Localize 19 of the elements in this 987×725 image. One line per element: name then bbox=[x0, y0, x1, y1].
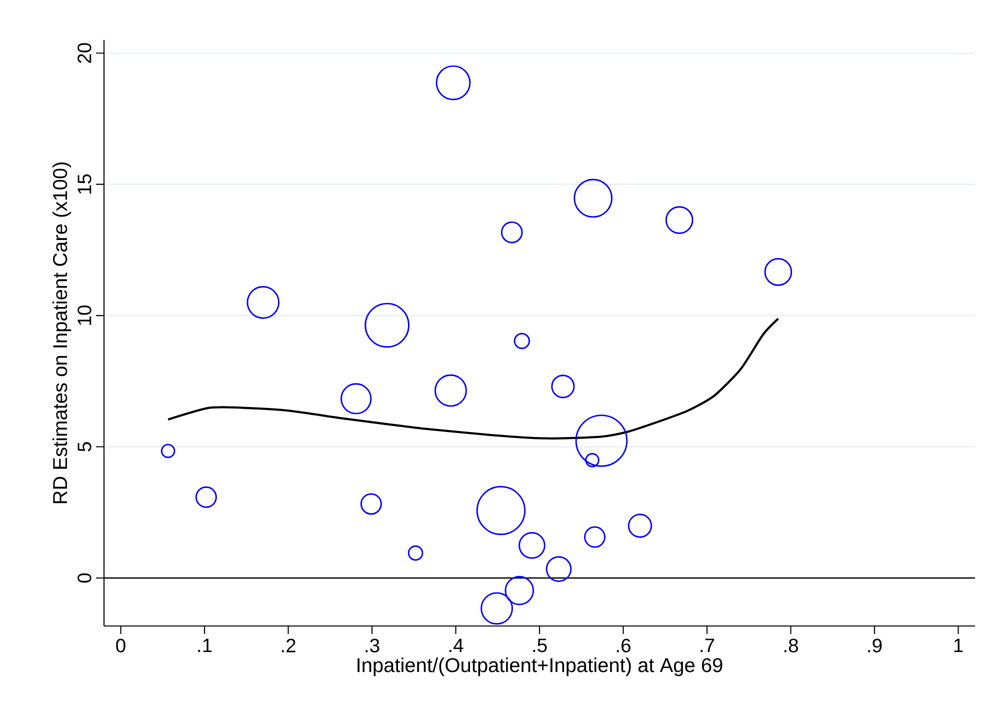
x-tick-label: .3 bbox=[366, 638, 380, 652]
x-tick-label: .4 bbox=[449, 638, 464, 652]
line-series bbox=[167, 318, 780, 440]
y-tick-label: 0 bbox=[78, 573, 92, 583]
x-tick-label: .2 bbox=[282, 638, 296, 652]
x-tick-label: .1 bbox=[198, 638, 212, 652]
x-tick-label: .7 bbox=[700, 638, 714, 652]
x-tick-label: 1 bbox=[954, 638, 963, 652]
x-tick-label: .6 bbox=[616, 638, 630, 652]
x-tick-label: .9 bbox=[868, 638, 882, 652]
x-tick-label: .8 bbox=[784, 638, 798, 652]
x-tick-label: 0 bbox=[116, 638, 126, 652]
y-tick-label: 5 bbox=[78, 442, 92, 452]
x-tick-label: .5 bbox=[533, 638, 547, 652]
y-tick-label: 20 bbox=[78, 43, 92, 63]
y-tick-label: 15 bbox=[78, 174, 92, 194]
y-axis-title: RD Estimates on Inpatient Care (x100) bbox=[52, 162, 72, 504]
y-tick-label: 10 bbox=[78, 306, 92, 325]
x-axis-title: Inpatient/(Outpatient+Inpatient) at Age 69 bbox=[358, 658, 722, 676]
